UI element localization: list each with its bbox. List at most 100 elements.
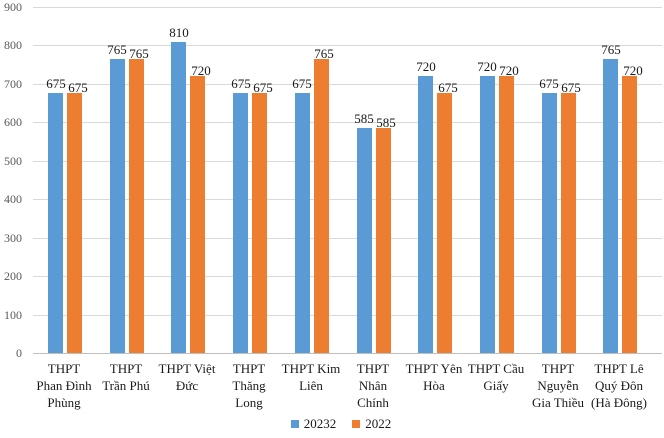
data-label: 765 <box>314 46 334 61</box>
bar-20232-4 <box>233 93 248 353</box>
x-axis-category-label: THPT Việt Đức <box>154 360 220 394</box>
bar-20232-3 <box>171 42 186 353</box>
category-label-line: Giấy <box>483 378 509 393</box>
y-axis-tick-label: 100 <box>4 308 22 322</box>
category-label-line: Đức <box>175 378 199 393</box>
y-gridline <box>33 122 662 123</box>
bar-2022-8 <box>499 76 514 353</box>
y-gridline <box>33 161 662 162</box>
y-axis-tick-label: 900 <box>4 0 22 14</box>
y-gridline <box>33 45 662 46</box>
category-label-line: Nhân <box>358 378 388 393</box>
bar-2022-10 <box>622 76 637 353</box>
category-label-line: THPT Cầu <box>467 361 525 376</box>
data-label: 675 <box>292 76 312 91</box>
category-label-line: Gia Thiều <box>531 395 585 410</box>
category-label-line: THPT <box>109 361 143 376</box>
bar-20232-7 <box>418 76 433 353</box>
y-gridline <box>33 199 662 200</box>
category-label-line: (Hà Đông) <box>591 395 647 410</box>
data-label: 675 <box>561 80 581 95</box>
bar-20232-10 <box>603 59 618 353</box>
bar-2022-7 <box>437 93 452 353</box>
data-label: 720 <box>477 59 497 74</box>
y-axis-tick-label: 400 <box>4 192 22 206</box>
data-label: 675 <box>253 80 273 95</box>
category-label-line: THPT <box>232 361 266 376</box>
category-label-line: Nguyễn <box>537 378 579 393</box>
category-label-line: Thăng <box>232 378 266 393</box>
category-label-line: Hòa <box>423 378 445 393</box>
x-axis-category-label: THPT Lê Quý Đôn (Hà Đông) <box>586 360 652 411</box>
bar-2022-6 <box>376 128 391 353</box>
y-axis-tick-label: 600 <box>4 115 22 129</box>
data-label: 810 <box>169 25 189 40</box>
category-label-line: Phan Đình <box>36 378 92 393</box>
y-gridline <box>33 276 662 277</box>
legend-label: 2022 <box>365 416 392 431</box>
legend-label: 20232 <box>303 416 337 431</box>
y-axis-tick-label: 500 <box>4 154 22 168</box>
y-gridline <box>33 238 662 239</box>
category-label-line: THPT <box>47 361 81 376</box>
category-label-line: THPT Kim <box>281 361 341 376</box>
y-gridline <box>33 7 662 8</box>
x-axis-category-label: THPT Phan Đình Phùng <box>31 360 97 411</box>
x-axis-category-label: THPT Cầu Giấy <box>463 360 529 394</box>
data-label: 720 <box>191 63 211 78</box>
category-label-line: THPT <box>356 361 390 376</box>
data-label: 675 <box>539 76 559 91</box>
x-axis-category-label: THPT Nguyễn Gia Thiều <box>525 360 591 411</box>
x-axis-category-label: THPT Nhân Chính <box>340 360 406 411</box>
category-label-line: Liên <box>299 378 323 393</box>
data-label: 675 <box>231 76 251 91</box>
category-label-line: Phùng <box>47 395 81 410</box>
bar-20232-8 <box>480 76 495 353</box>
bar-2022-5 <box>314 59 329 353</box>
bar-2022-4 <box>252 93 267 353</box>
x-axis-category-label: THPT Thăng Long <box>216 360 282 411</box>
category-label-line: THPT Việt <box>158 361 216 376</box>
bar-2022-3 <box>190 76 205 353</box>
category-label-line: THPT Lê <box>594 361 644 376</box>
x-axis-category-label: THPT Kim Liên <box>278 360 344 394</box>
y-gridline <box>33 315 662 316</box>
y-axis-tick-label: 700 <box>4 77 22 91</box>
data-label: 720 <box>416 59 436 74</box>
legend-swatch-icon <box>352 419 361 428</box>
bar-20232-2 <box>110 59 125 353</box>
bar-20232-1 <box>48 93 63 353</box>
category-label-line: THPT Yên <box>405 361 463 376</box>
chart-legend: 20232 2022 <box>0 416 664 431</box>
bar-2022-1 <box>67 93 82 353</box>
data-label: 720 <box>499 63 519 78</box>
y-gridline <box>33 84 662 85</box>
data-label: 765 <box>129 46 149 61</box>
bar-20232-6 <box>357 128 372 353</box>
category-label-line: Trần Phú <box>102 378 150 393</box>
data-label: 585 <box>354 111 374 126</box>
bar-20232-5 <box>295 93 310 353</box>
data-label: 675 <box>438 80 458 95</box>
bar-20232-9 <box>542 93 557 353</box>
y-axis-tick-label: 800 <box>4 38 22 52</box>
legend-item-20232: 20232 <box>290 416 337 431</box>
y-axis-tick-label: 300 <box>4 231 22 245</box>
category-label-line: Long <box>235 395 263 410</box>
data-label: 675 <box>68 80 88 95</box>
bar-2022-9 <box>561 93 576 353</box>
x-axis-line <box>33 353 662 354</box>
data-label: 720 <box>623 63 643 78</box>
category-label-line: Chính <box>357 395 389 410</box>
data-label: 675 <box>46 76 66 91</box>
data-label: 585 <box>376 115 396 130</box>
y-axis-tick-label: 200 <box>4 269 22 283</box>
legend-item-2022: 2022 <box>352 416 391 431</box>
y-axis-tick-label: 0 <box>16 346 22 360</box>
category-label-line: THPT <box>541 361 575 376</box>
x-axis-category-label: THPT Yên Hòa <box>401 360 467 394</box>
legend-swatch-icon <box>290 419 299 428</box>
x-axis-category-label: THPT Trần Phú <box>93 360 159 394</box>
data-label: 765 <box>601 42 621 57</box>
